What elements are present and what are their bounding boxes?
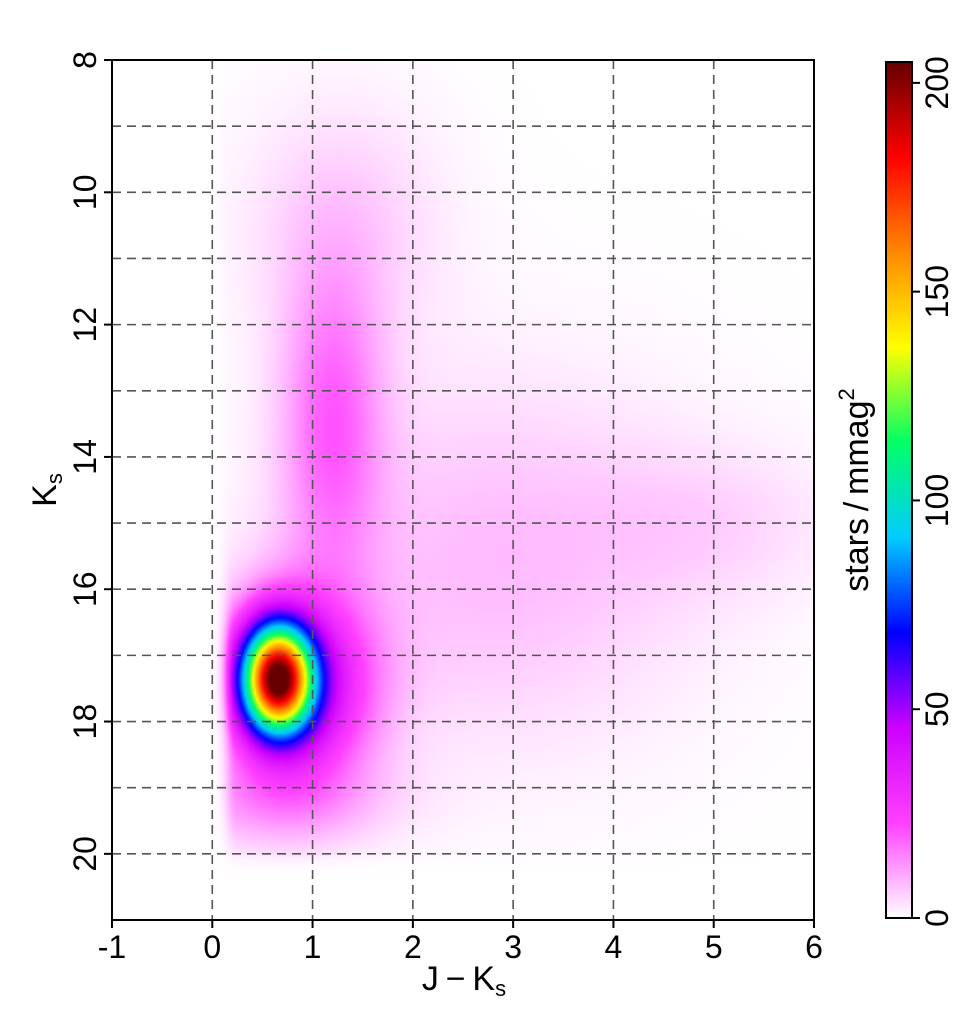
colorbar-ticks: 0 50 100 150 200 [912, 56, 955, 927]
colorbar-tick-label: 150 [919, 265, 955, 318]
density-image [112, 60, 814, 920]
density-heatmap [112, 60, 814, 920]
y-tick-label: 20 [67, 836, 103, 872]
x-tick-label: 2 [404, 929, 422, 965]
x-tick-label: 0 [203, 929, 221, 965]
x-tick-label: 1 [304, 929, 322, 965]
plot-frame [111, 59, 815, 921]
x-tick-label: -1 [98, 929, 126, 965]
y-tick-label: 8 [67, 51, 103, 69]
y-tick-label: 16 [67, 571, 103, 607]
x-tick-label: 4 [605, 929, 623, 965]
y-tick-label: 12 [67, 307, 103, 343]
colorbar-tick-label: 50 [919, 691, 955, 727]
colorbar-title-main: stars / mmag [838, 401, 876, 592]
x-tick-label: 3 [504, 929, 522, 965]
y-tick-label: 10 [67, 175, 103, 211]
x-axis-title-main: J − K [422, 960, 495, 998]
colorbar-tick-label: 100 [919, 474, 955, 527]
x-axis-title: J − Ks [422, 960, 506, 1001]
x-axis-title-sub: s [495, 976, 506, 1001]
colorbar [885, 61, 913, 919]
y-tick-label: 14 [67, 439, 103, 475]
colorbar-title: stars / mmag2 [834, 388, 876, 591]
y-tick-label: 18 [67, 704, 103, 740]
y-axis-title-main: K [26, 484, 64, 507]
x-axis-ticks: -1 0 1 2 3 4 5 6 [98, 920, 823, 965]
x-tick-label: 5 [705, 929, 723, 965]
colorbar-tick-label: 200 [919, 56, 955, 109]
colorbar-tick-label: 0 [919, 909, 955, 927]
colorbar-title-sup: 2 [834, 388, 859, 400]
x-tick-label: 6 [805, 929, 823, 965]
y-axis-title-sub: s [42, 473, 67, 484]
y-axis-ticks: 8 10 12 14 16 18 20 [67, 51, 112, 872]
y-axis-title: Ks [26, 473, 67, 507]
